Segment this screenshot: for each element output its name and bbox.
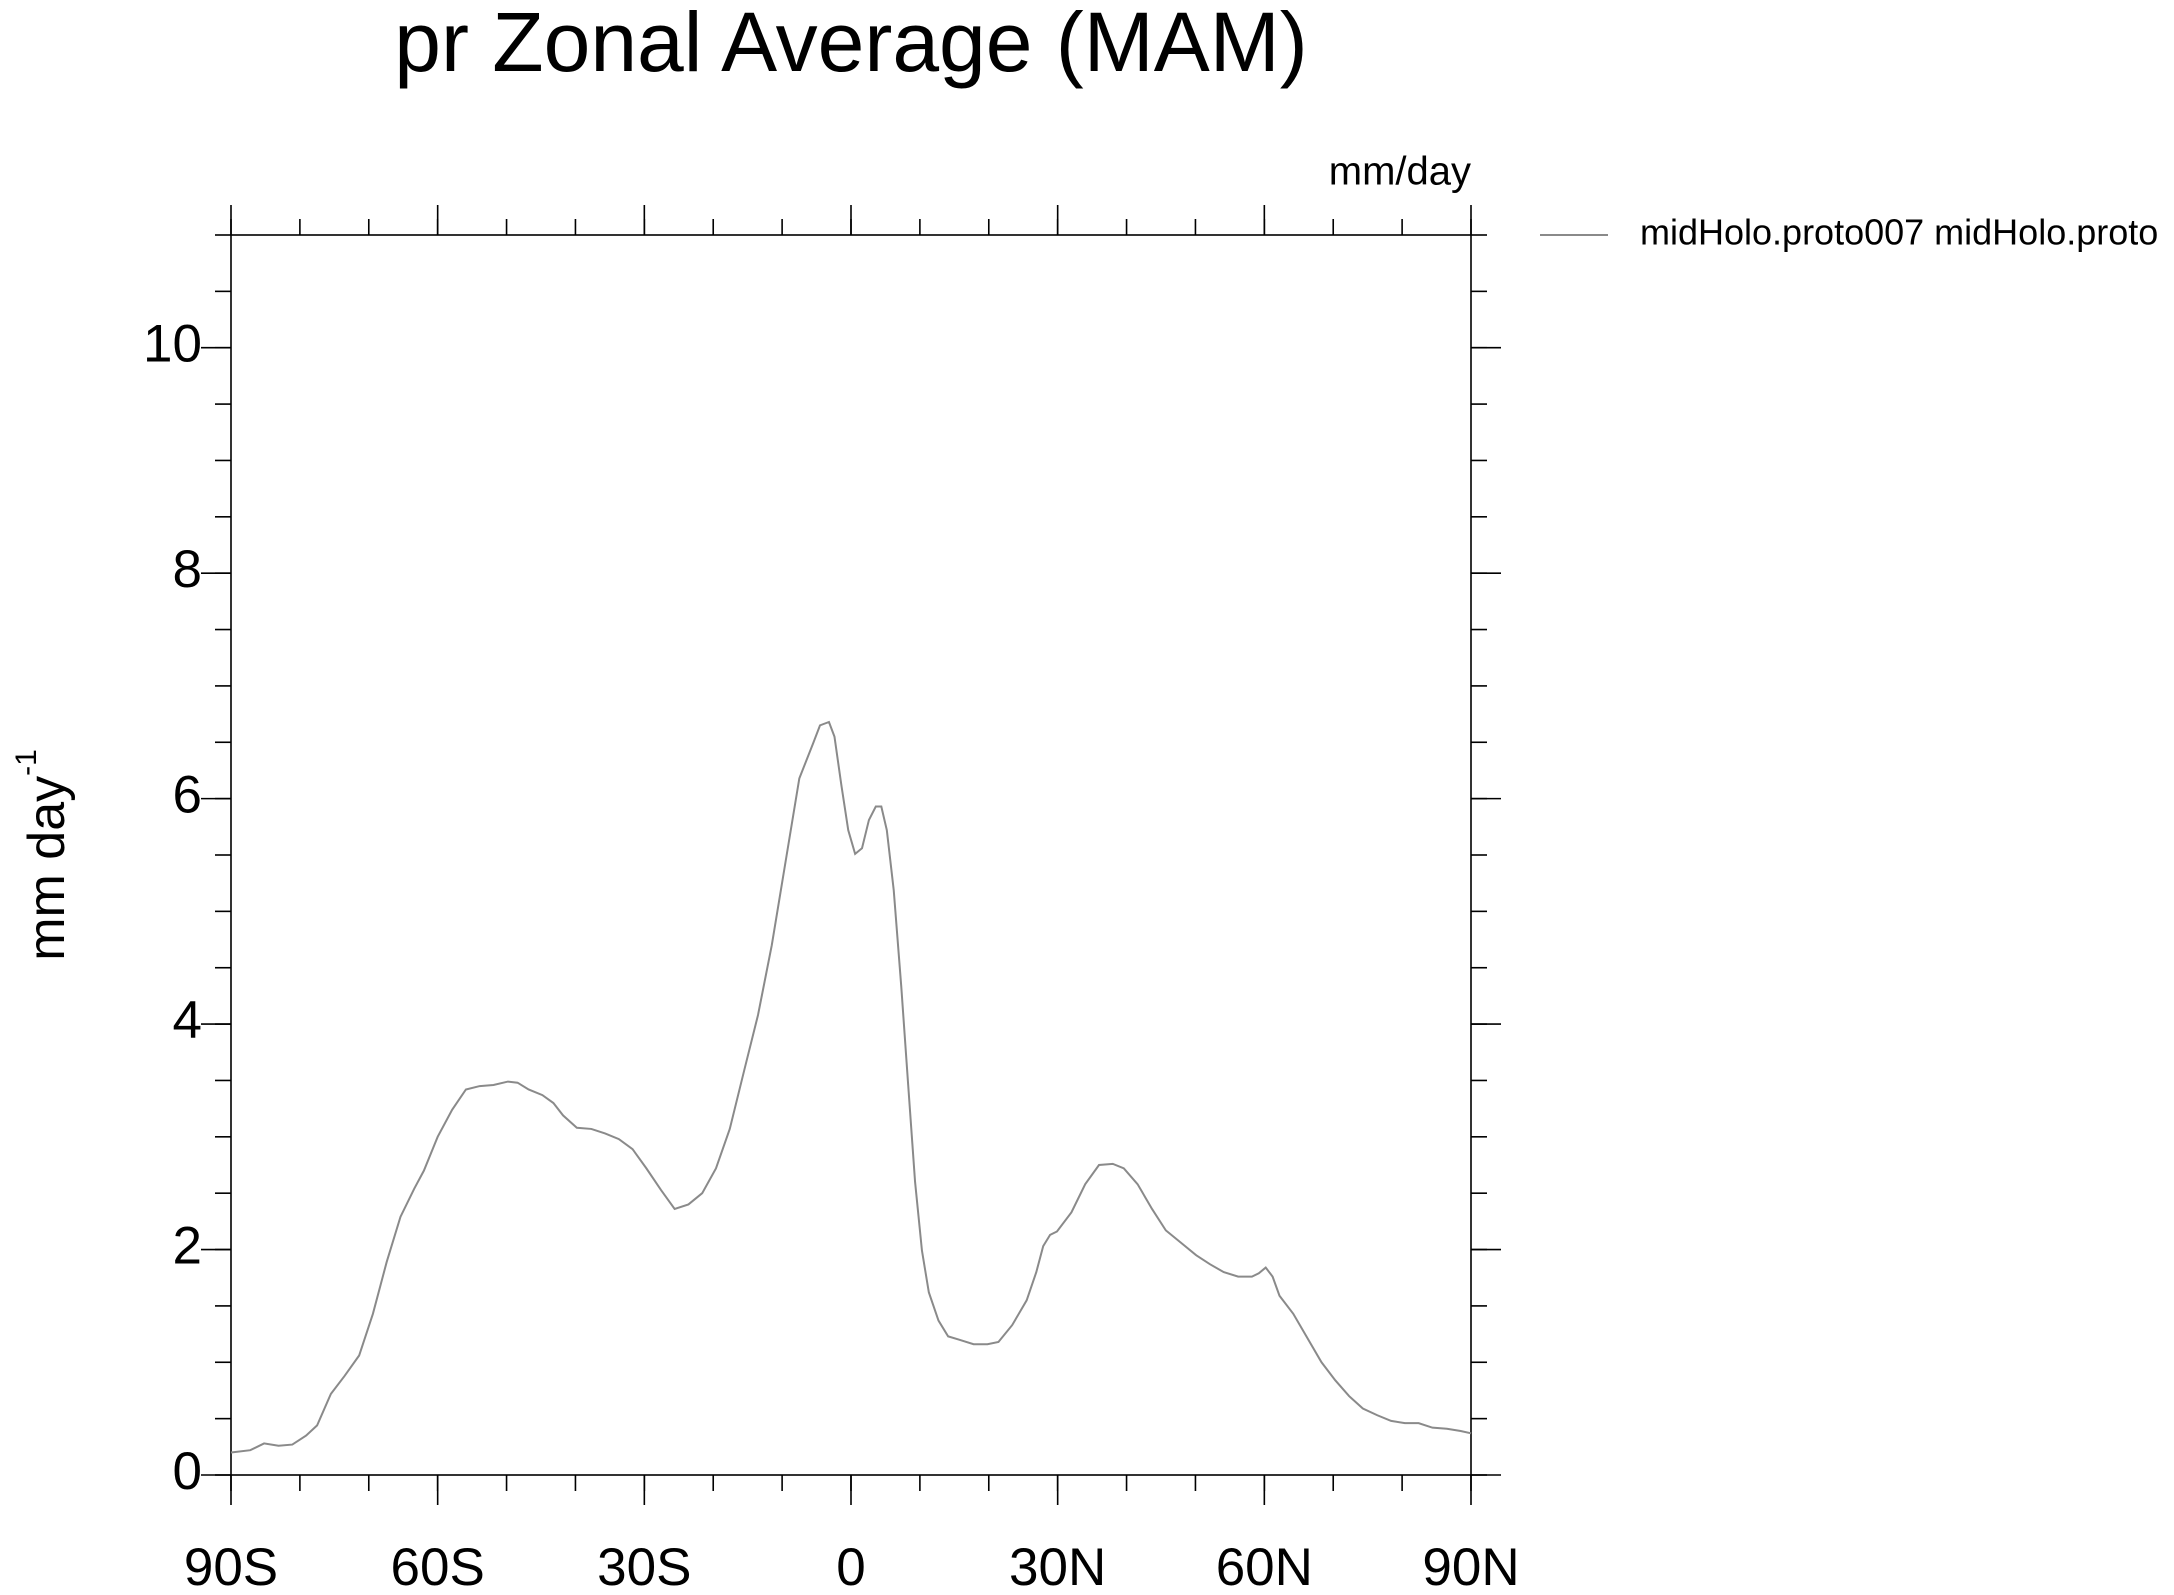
x-tick-label: 30N [1009, 1538, 1106, 1595]
y-tick-label: 4 [173, 991, 202, 1050]
y-tick-label: 2 [173, 1217, 202, 1276]
y-tick-label: 6 [173, 766, 202, 825]
x-tick-label: 90S [184, 1538, 278, 1595]
y-axis-label: mm day-1 [10, 749, 76, 961]
x-tick-label: 30S [597, 1538, 691, 1595]
y-axis-label-main: mm day [18, 776, 76, 961]
x-tick-label: 60N [1216, 1538, 1313, 1595]
plot-frame [230, 234, 1472, 1476]
y-tick-label: 0 [173, 1442, 202, 1501]
y-tick-label: 10 [143, 315, 202, 374]
x-tick-label: 60S [391, 1538, 485, 1595]
x-tick-label: 0 [836, 1538, 865, 1595]
x-tick-label: 90N [1422, 1538, 1519, 1595]
y-tick-label: 8 [173, 540, 202, 599]
y-axis-label-superscript: -1 [10, 749, 43, 776]
units-label: mm/day [1329, 150, 1471, 194]
legend-label: midHolo.proto007 midHolo.proto [1640, 212, 2158, 253]
data-line [230, 720, 1472, 1454]
chart-title: pr Zonal Average (MAM) [394, 0, 1307, 89]
